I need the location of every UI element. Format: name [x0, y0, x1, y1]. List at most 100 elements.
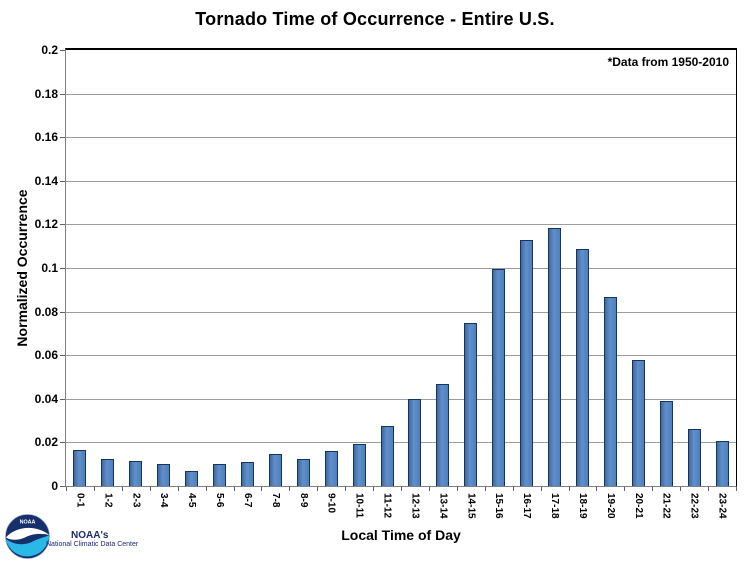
bar-0-1 — [73, 450, 87, 486]
x-tick-cell: 2-3 — [122, 493, 150, 507]
x-tick-label: 14-15 — [465, 493, 477, 519]
bar-11-12 — [380, 426, 394, 486]
y-tick-label: 0.12 — [34, 217, 58, 232]
x-tick-mark — [205, 487, 207, 491]
x-tick-mark — [317, 487, 319, 491]
x-tick-label: 5-6 — [214, 493, 226, 508]
x-tick-label: 20-21 — [632, 493, 644, 519]
x-tick-mark — [456, 487, 458, 491]
y-gridline — [66, 137, 736, 139]
ncdc-label: National Climatic Data Center — [46, 541, 139, 548]
x-tick-label: 3-4 — [158, 493, 170, 508]
y-gridline — [66, 93, 736, 95]
bar-6-7 — [240, 462, 254, 486]
y-tick-label: 0.2 — [41, 43, 58, 57]
x-tick-mark — [401, 487, 402, 491]
y-tick-label: 0 — [51, 479, 58, 493]
x-tick-label: 19-20 — [604, 493, 616, 519]
x-tick-label: 11-12 — [381, 493, 393, 519]
x-tick-mark — [680, 487, 682, 491]
x-tick-label: 9-10 — [325, 493, 337, 514]
y-tick-label: 0.1 — [41, 261, 58, 275]
x-axis-title: Local Time of Day — [341, 527, 461, 543]
y-tick-mark — [60, 355, 65, 357]
x-tick-cell: 3-4 — [150, 493, 178, 507]
x-tick-label: 2-3 — [130, 493, 142, 508]
x-tick-mark — [261, 487, 263, 491]
bar-1-2 — [101, 458, 115, 486]
x-tick-label: 0-1 — [74, 493, 86, 508]
x-tick-label: 1-2 — [102, 493, 114, 508]
x-tick-label: 7-8 — [269, 493, 281, 508]
y-tick-mark — [60, 486, 65, 487]
x-tick-mark — [736, 487, 737, 491]
x-tick-mark — [484, 487, 486, 491]
bar-7-8 — [268, 454, 282, 486]
bar-15-16 — [492, 269, 506, 486]
x-tick-mark — [540, 487, 542, 491]
bar-22-23 — [687, 429, 701, 486]
bar-20-21 — [631, 359, 645, 486]
plot-area: *Data from 1950-2010 — [65, 48, 737, 487]
y-tick-label: 0.04 — [34, 391, 58, 406]
y-tick-mark — [60, 180, 65, 182]
bar-4-5 — [185, 470, 199, 486]
bar-9-10 — [324, 451, 338, 486]
y-gridline — [66, 398, 736, 400]
x-tick-mark — [93, 487, 95, 491]
y-tick-mark — [60, 137, 65, 139]
x-tick-label: 15-16 — [493, 493, 505, 519]
x-tick-label: 22-23 — [688, 493, 700, 519]
x-tick-mark — [596, 487, 598, 491]
data-range-annotation: *Data from 1950-2010 — [607, 55, 729, 69]
x-tick-cell: 0-1 — [66, 493, 94, 507]
x-tick-mark — [652, 487, 654, 491]
x-tick-cell: 17-18 — [541, 493, 569, 519]
x-tick-cell: 14-15 — [457, 493, 485, 519]
y-tick-label: 0.06 — [34, 348, 58, 363]
y-tick-label: 0.16 — [34, 130, 58, 145]
bar-12-13 — [408, 398, 422, 486]
y-tick-label: 0.14 — [34, 173, 58, 188]
x-tick-cell: 15-16 — [485, 493, 513, 519]
bar-8-9 — [296, 458, 310, 486]
noaa-emblem-text: NOAA — [20, 519, 36, 525]
y-tick-label: 0.02 — [34, 435, 58, 450]
x-tick-label: 8-9 — [297, 493, 309, 508]
x-tick-mark — [512, 487, 514, 491]
x-tick-cell: 23-24 — [708, 493, 736, 519]
y-tick-mark — [60, 442, 65, 444]
x-tick-cell: 1-2 — [94, 493, 122, 507]
x-tick-cell: 10-11 — [345, 493, 373, 518]
y-gridline — [66, 442, 736, 444]
x-tick-mark — [177, 487, 179, 491]
y-tick-mark — [60, 311, 65, 313]
x-tick-cell: 21-22 — [652, 493, 680, 519]
x-tick-cell: 4-5 — [178, 493, 206, 507]
x-tick-label: 4-5 — [186, 493, 198, 508]
x-tick-label: 6-7 — [241, 493, 253, 508]
bar-3-4 — [157, 464, 171, 486]
y-tick-mark — [60, 50, 65, 51]
x-tick-mark — [373, 487, 375, 491]
y-gridline — [66, 311, 736, 313]
bar-19-20 — [603, 297, 617, 486]
bar-21-22 — [659, 400, 673, 486]
x-tick-mark — [121, 487, 123, 491]
y-tick-label: 0.08 — [34, 304, 58, 319]
x-tick-mark — [66, 487, 67, 491]
y-gridline — [66, 268, 736, 269]
y-tick-mark — [60, 93, 65, 95]
x-tick-mark — [708, 487, 710, 491]
y-tick-label: 0.18 — [34, 86, 58, 101]
noaa-logo: NOAA — [5, 514, 50, 559]
bar-13-14 — [436, 383, 450, 486]
x-tick-label: 10-11 — [353, 493, 365, 519]
y-tick-mark — [60, 398, 65, 400]
y-axis-title: Normalized Occurrence — [14, 189, 30, 347]
x-tick-cell: 7-8 — [261, 493, 289, 507]
x-tick-mark — [345, 487, 347, 491]
x-tick-cell: 13-14 — [429, 493, 457, 519]
x-tick-cell: 11-12 — [373, 493, 401, 518]
